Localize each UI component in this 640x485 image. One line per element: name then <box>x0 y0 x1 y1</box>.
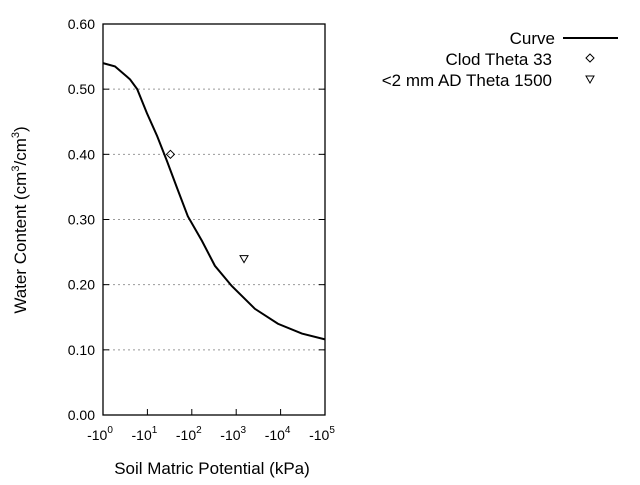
x-tick-label: -102 <box>176 425 202 443</box>
clod-theta-33-point <box>165 149 176 160</box>
y-tick-label: 0.20 <box>68 277 95 293</box>
x-tick-label: -105 <box>309 425 335 443</box>
legend: Curve Clod Theta 33 <2 mm AD Theta 1500 <box>382 29 618 90</box>
x-tick-label: -100 <box>87 425 113 443</box>
legend-label-ad: <2 mm AD Theta 1500 <box>382 71 552 90</box>
legend-label-curve: Curve <box>510 29 555 48</box>
y-tick-label: 0.50 <box>68 81 95 97</box>
x-axis-label: Soil Matric Potential (kPa) <box>114 459 310 478</box>
legend-label-clod: Clod Theta 33 <box>446 50 552 69</box>
legend-triangle-icon <box>585 75 595 85</box>
y-tick-label: 0.30 <box>68 212 95 228</box>
y-tick-label: 0.00 <box>68 407 95 423</box>
curve-line <box>102 62 326 341</box>
x-tick-label: -101 <box>132 425 158 443</box>
y-axis-label: Water Content (cm3/cm3) <box>10 126 30 313</box>
x-tick-label: -104 <box>265 425 291 443</box>
legend-diamond-icon <box>585 53 595 63</box>
y-tick-label: 0.40 <box>68 146 95 162</box>
y-tick-label: 0.60 <box>68 16 95 32</box>
x-tick-label: -103 <box>220 425 246 443</box>
y-tick-label: 0.10 <box>68 342 95 358</box>
ad-theta-1500-point <box>239 255 249 264</box>
